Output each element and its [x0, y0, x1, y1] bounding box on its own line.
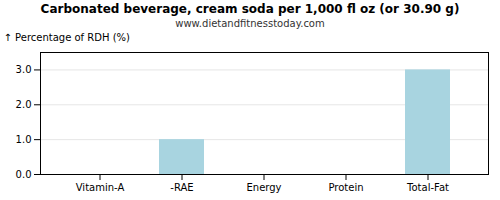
html-text:www.dietandfitnesstoday.com: www.dietandfitnesstoday.com: [175, 18, 325, 29]
svg-text:↑ Percentage of RDH (%): ↑ Percentage of RDH (%): [4, 32, 131, 43]
svg-text:2.0: 2.0: [16, 99, 32, 110]
svg-text:1.0: 1.0: [16, 134, 32, 145]
svg-text:Energy: Energy: [246, 182, 281, 193]
svg-text:-RAE: -RAE: [170, 182, 193, 193]
html-text:Carbonated beverage, cream sod: Carbonated beverage, cream soda per 1,00…: [40, 2, 460, 16]
svg-text:0.0: 0.0: [16, 169, 32, 180]
svg-text:Total-Fat: Total-Fat: [406, 182, 449, 193]
svg-text:Protein: Protein: [328, 182, 363, 193]
svg-text:3.0: 3.0: [16, 64, 32, 75]
svg-text:Vitamin-A: Vitamin-A: [76, 182, 125, 193]
